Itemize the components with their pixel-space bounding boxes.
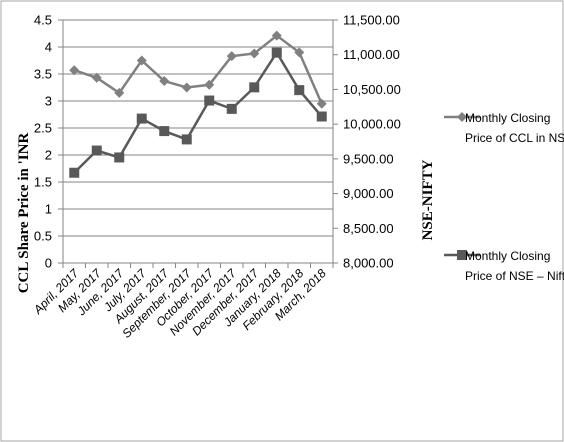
data-point — [114, 87, 125, 98]
data-point — [136, 55, 147, 66]
left-tick-label: 4.5 — [34, 13, 52, 28]
right-tick-label: 9,000.00 — [343, 186, 394, 201]
left-tick-label: 4 — [45, 40, 52, 55]
series-diamond — [69, 30, 327, 109]
gridlines — [63, 19, 333, 264]
left-tick-label: 0 — [45, 256, 52, 271]
left-tick-label: 1 — [45, 202, 52, 217]
left-tick-label: 2.5 — [34, 121, 52, 136]
data-point — [316, 98, 327, 109]
legend-entry: Monthly Closing Price of CCL in NSE — [444, 111, 564, 145]
right-tick-label: 10,000.00 — [343, 117, 401, 132]
left-tick-label: 0.5 — [34, 229, 52, 244]
legend-label: Monthly Closing — [465, 249, 550, 263]
axes — [62, 20, 334, 268]
right-axis-ticks: 8,000.00 8,500.00 9,000.00 9,500.00 10,000.0… — [333, 13, 401, 271]
left-tick-label: 2 — [45, 148, 52, 163]
legend-marker — [457, 112, 467, 122]
data-point — [249, 48, 260, 59]
left-axis-ticks: 0 0.5 1 1.5 2 2.5 3 3.5 4 4.5 — [34, 13, 63, 271]
data-point — [181, 82, 192, 93]
legend-label: Monthly Closing — [465, 111, 550, 125]
data-point — [204, 95, 215, 106]
right-tick-label: 10,500.00 — [343, 82, 401, 97]
right-tick-label: 11,000.00 — [343, 47, 400, 62]
data-point — [69, 65, 80, 76]
data-point — [204, 79, 215, 90]
legend-entry: Monthly Closing Price of NSE – Nifty — [444, 249, 564, 283]
data-point — [91, 72, 102, 83]
series-square — [69, 47, 327, 178]
left-tick-label: 3 — [45, 94, 52, 109]
data-point — [294, 47, 305, 58]
right-tick-label: 9,500.00 — [343, 151, 394, 166]
data-point — [69, 167, 80, 178]
data-point — [91, 145, 102, 156]
series-line — [73, 34, 323, 105]
data-point — [226, 103, 237, 114]
data-point — [316, 111, 327, 122]
data-point — [159, 76, 170, 87]
legend-label: Price of CCL in NSE — [465, 131, 564, 145]
left-tick-label: 1.5 — [34, 175, 52, 190]
data-point — [249, 82, 260, 93]
data-point — [181, 134, 192, 145]
right-tick-label: 8,000.00 — [343, 256, 394, 271]
right-axis-title: NSE-NIFTY — [420, 159, 436, 240]
right-tick-label: 8,500.00 — [343, 221, 394, 236]
data-point — [159, 126, 170, 137]
data-point — [226, 51, 237, 62]
left-axis-title: CCL Share Price in 'INR — [16, 133, 32, 294]
data-point — [271, 30, 282, 41]
left-tick-label: 3.5 — [34, 67, 52, 82]
data-point — [294, 85, 305, 96]
data-point — [271, 47, 282, 58]
series-layer — [69, 30, 327, 178]
right-tick-label: 11,500.00 — [343, 13, 400, 28]
legend-label: Price of NSE – Nifty — [465, 269, 564, 283]
data-point — [114, 152, 125, 163]
data-point — [136, 113, 147, 124]
legend-marker — [457, 250, 467, 260]
